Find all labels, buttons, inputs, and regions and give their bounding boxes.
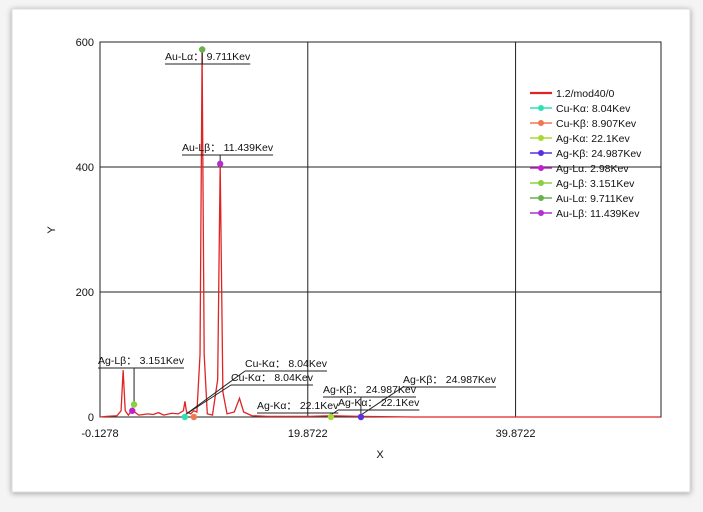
peak-marker <box>216 160 224 168</box>
y-tick-label: 200 <box>76 287 94 299</box>
y-tick-label: 0 <box>88 412 94 424</box>
legend-marker <box>538 135 544 141</box>
x-tick-label: -0.1278 <box>81 428 118 440</box>
legend-marker <box>538 150 544 156</box>
legend-label: 1.2/mod40/0 <box>556 88 615 100</box>
annotation: Ag-Lβ： 3.151Kev <box>98 355 185 367</box>
x-axis-title: X <box>376 449 384 461</box>
y-axis-title: Y <box>46 226 58 234</box>
x-tick-label: 39.8722 <box>496 428 536 440</box>
legend-marker <box>538 180 544 186</box>
legend-label: Ag-Kα: 22.1Kev <box>556 133 631 145</box>
legend-marker <box>538 195 544 201</box>
card <box>11 8 691 493</box>
annotation: Cu-Kα： 8.04Kev <box>231 372 314 384</box>
peak-marker <box>129 407 136 414</box>
annotation-leader <box>184 370 246 416</box>
legend-label: Ag-Kβ: 24.987Kev <box>556 148 642 160</box>
y-tick-label: 400 <box>76 162 94 174</box>
peak-marker <box>181 413 189 421</box>
annotation-leader <box>184 384 232 416</box>
peak-marker <box>190 413 198 421</box>
legend-label: Ag-Lβ: 3.151Kev <box>556 178 635 190</box>
legend-label: Cu-Kα: 8.04Kev <box>556 103 631 115</box>
annotation-leader <box>360 386 404 416</box>
y-tick-label: 600 <box>76 37 94 49</box>
annotation: Cu-Kα： 8.04Kev <box>245 358 328 370</box>
annotation: Au-Lα： 9.711Kev <box>165 51 251 63</box>
legend-label: Au-Lβ: 11.439Kev <box>556 208 640 220</box>
legend-label: Ag-Lα: 2.98Kev <box>556 163 629 175</box>
annotation: Ag-Kα： 22.1Kev <box>257 400 339 412</box>
legend-marker <box>538 105 544 111</box>
peak-marker <box>199 46 206 53</box>
legend-marker <box>538 120 544 126</box>
peak-marker <box>357 413 365 421</box>
legend-marker <box>538 165 544 171</box>
peak-marker <box>130 401 138 408</box>
x-tick-label: 19.8722 <box>288 428 328 440</box>
legend-label: Au-Lα: 9.711Kev <box>556 193 634 205</box>
legend-marker <box>538 210 544 216</box>
annotation: Au-Lβ： 11.439Kev <box>182 142 274 154</box>
annotation: Ag-Kβ： 24.987Kev <box>403 374 497 386</box>
peak-marker <box>327 413 335 421</box>
legend-label: Cu-Kβ: 8.907Kev <box>556 118 637 130</box>
